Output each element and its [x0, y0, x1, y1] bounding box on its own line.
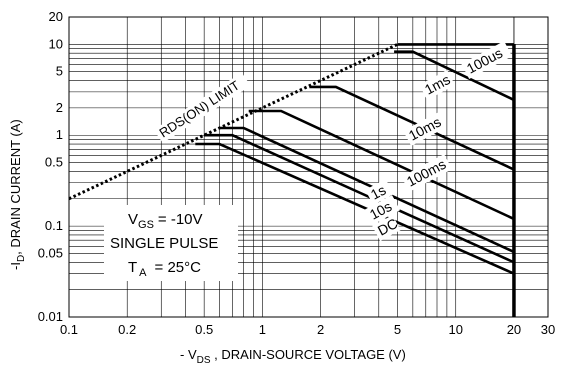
curve-100ms	[248, 109, 515, 221]
y-tick-label: 0.05	[38, 245, 63, 260]
curve-10s	[204, 133, 515, 264]
y-axis-title: -ID, DRAIN CURRENT (A)	[8, 119, 27, 270]
curves	[68, 43, 516, 317]
x-tick-label: 30	[541, 322, 555, 337]
x-tick-label: 10	[449, 322, 463, 337]
label-background	[403, 112, 447, 146]
y-tick-label: 1	[56, 127, 63, 142]
x-tick-label: 20	[507, 322, 521, 337]
y-tick-label: 2	[56, 100, 63, 115]
conditions-background	[104, 205, 238, 281]
curve-1s	[219, 126, 515, 254]
label-background	[365, 179, 394, 205]
x-tick-label: 0.1	[60, 322, 78, 337]
label-10ms: 10ms	[403, 112, 447, 146]
y-tick-label: 10	[49, 36, 63, 51]
vgs-subscript: GS	[138, 219, 154, 231]
label-100us: 100us	[461, 41, 513, 79]
conditions-box: VGS = -10V SINGLE PULSE T A = 25°C	[104, 205, 238, 281]
y-tick-label: 0.5	[45, 155, 63, 170]
label-background	[372, 215, 401, 241]
label-background	[419, 70, 456, 100]
plot-frame	[68, 16, 549, 318]
x-tick-label: 2	[317, 322, 324, 337]
curve-1ms	[394, 50, 515, 102]
label-1s: 1s	[365, 179, 394, 205]
label-background	[461, 41, 513, 79]
y-tick-label: 5	[56, 64, 63, 79]
y-tick-label: 20	[49, 9, 63, 24]
x-tick-labels: 0.1 0.2 0.5 1 2 5 10 20 30	[60, 322, 555, 337]
x-tick-label: 0.5	[195, 322, 213, 337]
ta-value: = 25°C	[155, 259, 202, 276]
x-axis-title: - VDS , DRAIN-SOURCE VOLTAGE (V)	[180, 347, 406, 366]
y-tick-labels: 20 10 5 2 1 0.5 0.1 0.05 0.01	[38, 9, 63, 324]
x-tick-label: 0.2	[118, 322, 136, 337]
vgs-value: = -10V	[158, 211, 203, 228]
ta-subscript: A	[139, 267, 147, 279]
rdson-limit-line	[68, 43, 399, 201]
rdson-limit-text: RDS(ON) LIMIT	[156, 78, 242, 141]
label-background	[153, 72, 251, 143]
y-tick-label: 0.1	[45, 218, 63, 233]
single-pulse-condition: SINGLE PULSE	[110, 235, 218, 252]
curve-dc	[195, 142, 515, 275]
x-tick-label: 5	[394, 322, 401, 337]
label-background	[364, 195, 401, 225]
vgs-symbol: V	[128, 211, 138, 228]
y-tick-label: 0.01	[38, 309, 63, 324]
ta-condition: T A = 25°C	[128, 259, 201, 279]
curve-label-text: 1s	[368, 182, 389, 203]
vgs-condition: VGS = -10V	[128, 211, 203, 231]
label-background	[401, 154, 453, 192]
ta-symbol: T	[128, 259, 137, 276]
curve-10ms	[309, 85, 515, 171]
label-dc: DC	[372, 215, 401, 241]
x-tick-label: 1	[259, 322, 266, 337]
